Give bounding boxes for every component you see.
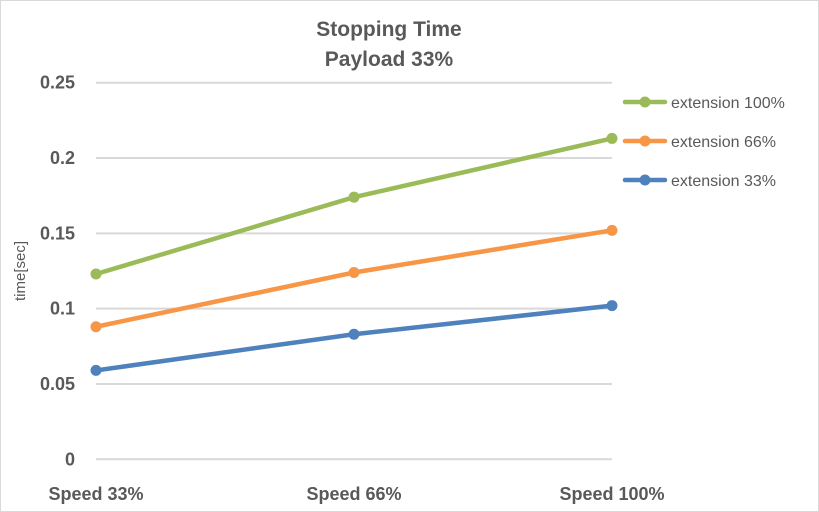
chart-title-line: Stopping Time (316, 18, 461, 41)
data-point (90, 268, 102, 280)
y-tick-label: 0.25 (40, 73, 75, 93)
legend-marker (639, 174, 651, 186)
legend-marker (639, 96, 651, 108)
data-point (348, 267, 360, 279)
y-tick-label: 0 (65, 449, 75, 469)
legend-marker (639, 135, 651, 147)
x-tick-label: Speed 100% (559, 484, 664, 504)
data-point (606, 132, 618, 144)
y-tick-label: 0.1 (50, 299, 75, 319)
y-tick-label: 0.15 (40, 223, 75, 243)
data-point (606, 300, 618, 312)
x-tick-label: Speed 66% (306, 484, 401, 504)
chart-title-line: Payload 33% (325, 48, 454, 71)
data-point (90, 321, 102, 333)
data-point (606, 224, 618, 236)
legend-label: extension 66% (671, 134, 776, 151)
y-axis-label: time[sec] (12, 241, 29, 301)
y-tick-label: 0.2 (50, 148, 75, 168)
legend-label: extension 100% (671, 95, 785, 112)
y-tick-label: 0.05 (40, 374, 75, 394)
data-point (348, 191, 360, 203)
data-point (90, 364, 102, 376)
data-point (348, 328, 360, 340)
x-tick-label: Speed 33% (48, 484, 143, 504)
legend-label: extension 33% (671, 173, 776, 190)
